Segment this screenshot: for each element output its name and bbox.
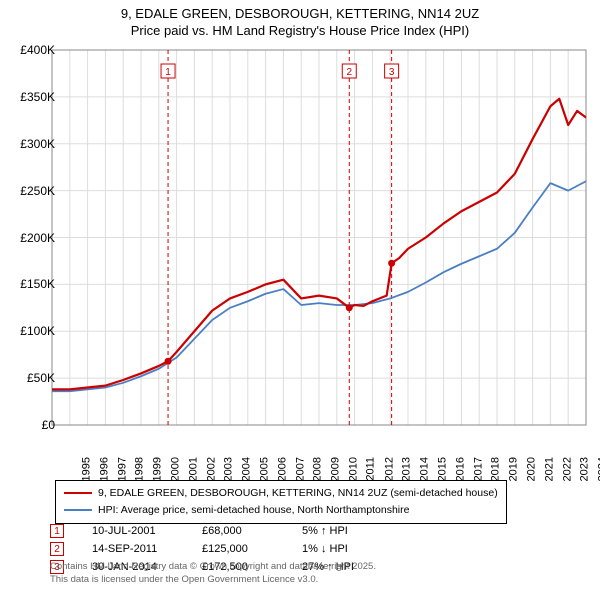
footnote-line2: This data is licensed under the Open Gov… (50, 574, 318, 585)
y-axis-tick: £200K (20, 231, 55, 245)
x-axis-tick: 2019 (508, 457, 520, 481)
legend-label: 9, EDALE GREEN, DESBOROUGH, KETTERING, N… (98, 485, 498, 502)
svg-text:1: 1 (165, 67, 171, 78)
x-axis-tick: 2000 (169, 457, 181, 481)
y-axis-tick: £100K (20, 324, 55, 338)
x-axis-tick: 2021 (543, 457, 555, 481)
y-axis-tick: £400K (20, 43, 55, 57)
legend-label: HPI: Average price, semi-detached house,… (98, 502, 409, 519)
y-axis-tick: £150K (20, 277, 55, 291)
x-axis-tick: 1995 (80, 457, 92, 481)
marker-row: 1 10-JUL-2001 £68,000 5% ↑ HPI (50, 522, 354, 540)
svg-text:2: 2 (346, 67, 352, 78)
chart-title: 9, EDALE GREEN, DESBOROUGH, KETTERING, N… (0, 0, 600, 40)
y-axis-tick: £300K (20, 137, 55, 151)
marker-id-box: 2 (50, 542, 64, 556)
legend-item: 9, EDALE GREEN, DESBOROUGH, KETTERING, N… (64, 485, 498, 502)
x-axis-tick: 2018 (490, 457, 502, 481)
legend-item: HPI: Average price, semi-detached house,… (64, 502, 498, 519)
x-axis-tick: 2002 (205, 457, 217, 481)
title-line1: 9, EDALE GREEN, DESBOROUGH, KETTERING, N… (121, 6, 479, 21)
marker-date: 14-SEP-2011 (92, 543, 202, 555)
marker-price: £125,000 (202, 543, 302, 555)
x-axis-tick: 2022 (561, 457, 573, 481)
x-axis-tick: 2009 (330, 457, 342, 481)
legend: 9, EDALE GREEN, DESBOROUGH, KETTERING, N… (55, 480, 507, 524)
legend-swatch-hpi (64, 509, 92, 511)
x-axis-tick: 2014 (419, 457, 431, 481)
y-axis-tick: £0 (42, 418, 55, 432)
marker-id-box: 1 (50, 524, 64, 538)
marker-pct: 1% ↓ HPI (302, 543, 348, 555)
marker-pct: 5% ↑ HPI (302, 525, 348, 537)
marker-price: £68,000 (202, 525, 302, 537)
x-axis-tick: 2005 (258, 457, 270, 481)
x-axis-tick: 1997 (116, 457, 128, 481)
chart-svg: 1 2 3 (50, 48, 590, 443)
chart-plot: 1 2 3 (50, 48, 590, 443)
marker-date: 10-JUL-2001 (92, 525, 202, 537)
legend-swatch-pricepaid (64, 492, 92, 494)
x-axis-tick: 1998 (134, 457, 146, 481)
marker-row: 2 14-SEP-2011 £125,000 1% ↓ HPI (50, 540, 354, 558)
x-axis-tick: 1996 (98, 457, 110, 481)
x-axis-tick: 2003 (223, 457, 235, 481)
svg-text:3: 3 (389, 67, 395, 78)
y-axis-tick: £250K (20, 184, 55, 198)
x-axis-tick: 2015 (436, 457, 448, 481)
x-axis-tick: 2012 (383, 457, 395, 481)
x-axis-tick: 2004 (241, 457, 253, 481)
x-axis-tick: 2023 (579, 457, 591, 481)
title-line2: Price paid vs. HM Land Registry's House … (131, 23, 469, 38)
x-axis-tick: 2017 (472, 457, 484, 481)
x-axis-tick: 2007 (294, 457, 306, 481)
x-axis-tick: 2013 (401, 457, 413, 481)
x-axis-tick: 2001 (187, 457, 199, 481)
x-axis-tick: 2011 (364, 457, 376, 481)
footnote: Contains HM Land Registry data © Crown c… (50, 561, 376, 586)
x-axis-tick: 2010 (347, 457, 359, 481)
x-axis-tick: 2016 (454, 457, 466, 481)
x-axis-tick: 1999 (152, 457, 164, 481)
x-axis-tick: 2020 (525, 457, 537, 481)
x-axis-tick: 2006 (276, 457, 288, 481)
footnote-line1: Contains HM Land Registry data © Crown c… (50, 561, 376, 572)
y-axis-tick: £50K (27, 371, 55, 385)
y-axis-tick: £350K (20, 90, 55, 104)
x-axis-tick: 2008 (312, 457, 324, 481)
